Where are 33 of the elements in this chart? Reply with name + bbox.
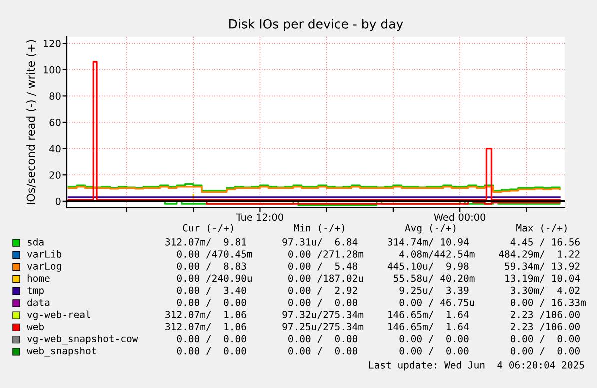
chart-title: Disk IOs per device - by day [230, 19, 404, 32]
text: 0.00 / 0.00 0.00 / 0.00 0.00 / 46.75u 0.00 / 16.33m [177, 298, 586, 308]
legend-label: home [28, 274, 50, 282]
text: 0.00 / 8.83 0.00 / 5.48 445.10u/ 9.98 59.34m/ 13.92 [177, 262, 580, 271]
legend-label: vg-web_snapshot-cow [27, 334, 138, 345]
text: 0.00 /240.90u 0.00 /187.02u 55.58u/ 40.20m 13.19m/ 10.04 [177, 274, 580, 283]
text: 312.07m/ 1.06 97.32u/275.34m 146.65m/ 1.64 2.23 /106.00 [166, 311, 580, 320]
y-axis-title: IOs/second read (-) / write (+) [26, 40, 36, 205]
legend-label: web [27, 323, 44, 331]
text: 0.00 / 3.40 0.00 / 2.92 9.25u/ 3.39 3.30m/ 4.02 [177, 286, 580, 296]
text: 312.07m/ 9.81 97.31u/ 6.84 314.74m/ 10.94 4.45 / 16.56 [166, 238, 580, 247]
legend-label: web_snapshot [27, 347, 96, 357]
text: 312.07m/ 1.06 97.25u/275.34m 146.65m/ 1.64 2.23 /106.00 [166, 323, 580, 332]
text: Cur (-/+) Min (-/+) Avg (-/+) Max (-/+) [183, 224, 567, 234]
legend-label: data [28, 298, 50, 306]
text: 0.00 /470.45m 0.00 /271.28m 4.08m/442.54m 484.29m/ 1.22 [177, 250, 580, 259]
legend-label: sda [28, 238, 44, 246]
legend-label: varLib [27, 250, 62, 258]
y-tick-label: 80 [50, 92, 61, 100]
y-tick-label: 100 [44, 66, 61, 74]
x-tick-label: Wed 00:00 [434, 214, 486, 222]
text: 0.00 / 0.00 0.00 / 0.00 0.00 / 0.00 0.00 / 0.00 [177, 335, 580, 344]
text: 0.00 / 0.00 0.00 / 0.00 0.00 / 0.00 0.00 / 0.00 [177, 347, 580, 356]
legend-label: varLog [27, 262, 62, 272]
text: Last update: Wed Jun 4 06:20:04 2025 [369, 361, 584, 371]
legend-label: tmp [28, 287, 44, 296]
legend-label: vg-web-real [27, 310, 90, 320]
y-tick-label: 20 [50, 172, 61, 179]
y-tick-label: 40 [50, 145, 61, 153]
y-tick-label: 0 [56, 198, 61, 206]
x-tick-label: Tue 12:00 [236, 214, 284, 222]
y-tick-label: 120 [44, 40, 61, 48]
y-tick-label: 60 [50, 118, 61, 126]
